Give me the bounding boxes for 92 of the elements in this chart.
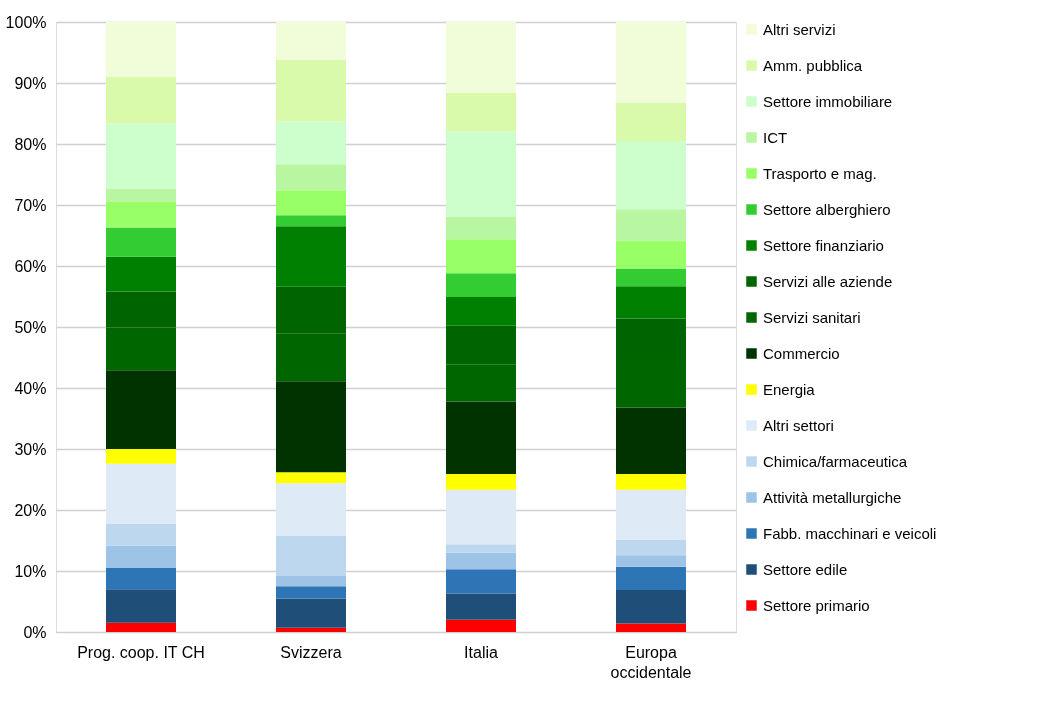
bar: [616, 407, 686, 475]
bar: [106, 188, 176, 202]
legend-label: Altri servizi: [763, 20, 836, 38]
bar: [616, 589, 686, 624]
bar: [446, 239, 516, 274]
x-tick-label: Prog. coop. IT CH: [77, 643, 205, 661]
bar: [276, 215, 346, 227]
bar: [446, 131, 516, 217]
bar: [106, 622, 176, 632]
legend-label: Altri settori: [763, 416, 834, 434]
bar: [446, 22, 516, 93]
legend-label: Settore finanziario: [763, 236, 884, 254]
bar: [446, 569, 516, 594]
bar: [276, 381, 346, 473]
bar: [616, 623, 686, 632]
y-tick-label: 30%: [14, 440, 47, 458]
bar: [106, 22, 176, 77]
y-tick-label: 10%: [14, 562, 47, 580]
bar: [276, 535, 346, 576]
legend-label: Trasporto e mag.: [763, 164, 877, 182]
bar: [276, 575, 346, 587]
y-tick-label: 70%: [14, 196, 47, 214]
legend-label: Settore primario: [763, 596, 870, 614]
bar: [616, 286, 686, 319]
y-tick-label: 90%: [14, 74, 47, 92]
bar: [276, 472, 346, 484]
bar: [446, 489, 516, 545]
legend-label: ICT: [763, 128, 788, 146]
y-tick-label: 60%: [14, 257, 47, 275]
bar: [616, 555, 686, 567]
x-tick-label: Italia: [464, 643, 498, 661]
bar: [276, 164, 346, 191]
bar: [276, 121, 346, 165]
bar: [616, 140, 686, 210]
bar: [446, 216, 516, 240]
bar: [106, 545, 176, 568]
y-tick-label: 80%: [14, 135, 47, 153]
bar: [446, 297, 516, 326]
bar: [446, 474, 516, 490]
legend-label: Chimica/farmaceutica: [763, 452, 908, 470]
bar: [276, 190, 346, 216]
bar: [616, 566, 686, 590]
bar: [276, 483, 346, 536]
bar: [616, 474, 686, 490]
bar: [446, 401, 516, 475]
bar: [616, 240, 686, 269]
bar: [616, 489, 686, 540]
bar: [276, 586, 346, 599]
bar: [446, 544, 516, 553]
legend-label: Energia: [763, 380, 816, 398]
legend-label: Attività metallurgiche: [763, 488, 902, 506]
legend-label: Servizi sanitari: [763, 308, 861, 326]
y-tick-label: 0%: [23, 623, 47, 641]
legend-label: Servizi alle aziende: [763, 272, 893, 290]
y-tick-label: 100%: [5, 13, 47, 31]
bar: [276, 226, 346, 287]
legend-label: Settore alberghiero: [763, 200, 891, 218]
bar: [616, 209, 686, 241]
legend-label: Fabb. macchinari e veicoli: [763, 524, 937, 542]
bar: [616, 22, 686, 103]
bar: [106, 201, 176, 228]
bar: [446, 619, 516, 632]
bar: [446, 92, 516, 132]
bar: [106, 449, 176, 464]
bar: [106, 123, 176, 189]
x-tick-label: Svizzera: [280, 643, 342, 661]
bar: [106, 589, 176, 623]
bar: [446, 273, 516, 298]
legend-label: Settore immobiliare: [763, 92, 893, 110]
bar: [106, 76, 176, 124]
bar: [446, 552, 516, 570]
bar: [276, 598, 346, 628]
bar: [616, 102, 686, 141]
bar: [106, 567, 176, 590]
bar: [106, 463, 176, 525]
bar: [106, 256, 176, 292]
y-tick-label: 40%: [14, 379, 47, 397]
bar: [106, 524, 176, 546]
bar: [446, 593, 516, 620]
bar: [106, 227, 176, 257]
bar: [276, 22, 346, 60]
x-tick-label: Europa occidentale: [610, 643, 692, 681]
y-tick-label: 20%: [14, 501, 47, 519]
bar: [276, 59, 346, 122]
bar: [616, 539, 686, 556]
y-tick-label: 50%: [14, 318, 47, 336]
legend-label: Settore edile: [763, 560, 848, 578]
bar: [616, 268, 686, 287]
bar: [276, 627, 346, 632]
legend-label: Amm. pubblica: [763, 56, 863, 74]
bar: [106, 370, 176, 449]
legend-label: Commercio: [763, 344, 840, 362]
